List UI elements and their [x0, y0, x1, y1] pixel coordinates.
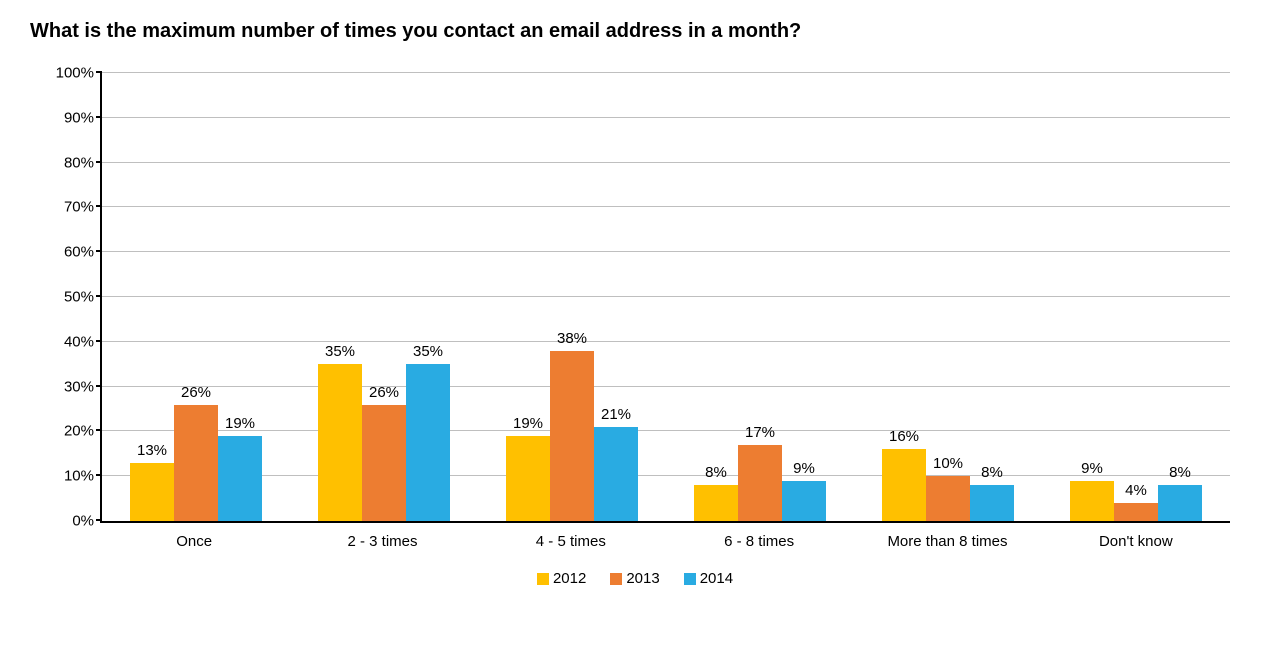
- bar-group: 9%4%8%: [1042, 73, 1230, 521]
- chart-plot: 0%10%20%30%40%50%60%70%80%90%100% 13%26%…: [30, 73, 1240, 587]
- x-axis-label: 4 - 5 times: [477, 523, 665, 550]
- bar: 19%: [218, 436, 262, 521]
- y-tick-label: 70%: [64, 199, 102, 216]
- bars: 13%26%19%: [102, 73, 290, 521]
- bar-value-label: 8%: [705, 464, 727, 481]
- legend-label: 2012: [553, 570, 586, 587]
- legend-label: 2013: [626, 570, 659, 587]
- bar: 9%: [782, 481, 826, 521]
- legend-swatch: [537, 573, 549, 585]
- y-tick-label: 30%: [64, 378, 102, 395]
- bar: 21%: [594, 427, 638, 521]
- x-axis-label: 2 - 3 times: [288, 523, 476, 550]
- bar: 8%: [1158, 485, 1202, 521]
- bars: 9%4%8%: [1042, 73, 1230, 521]
- legend-item: 2014: [684, 570, 733, 587]
- legend: 2012 2013 2014: [30, 570, 1240, 587]
- legend-item: 2013: [610, 570, 659, 587]
- y-tick-label: 90%: [64, 109, 102, 126]
- bar: 8%: [970, 485, 1014, 521]
- bar: 9%: [1070, 481, 1114, 521]
- bar: 38%: [550, 351, 594, 521]
- bars: 19%38%21%: [478, 73, 666, 521]
- bar-value-label: 19%: [225, 415, 255, 432]
- bars: 35%26%35%: [290, 73, 478, 521]
- bar: 16%: [882, 449, 926, 521]
- plot-area: 0%10%20%30%40%50%60%70%80%90%100% 13%26%…: [100, 73, 1230, 523]
- x-axis-labels: Once2 - 3 times4 - 5 times6 - 8 timesMor…: [100, 523, 1230, 550]
- bar: 17%: [738, 445, 782, 521]
- bar-value-label: 17%: [745, 424, 775, 441]
- bar-value-label: 4%: [1125, 482, 1147, 499]
- bar-value-label: 35%: [413, 343, 443, 360]
- x-axis-label: Once: [100, 523, 288, 550]
- y-tick-label: 10%: [64, 468, 102, 485]
- y-tick-label: 0%: [72, 513, 102, 530]
- bar-value-label: 8%: [1169, 464, 1191, 481]
- chart-container: What is the maximum number of times you …: [30, 20, 1240, 587]
- y-tick-label: 20%: [64, 423, 102, 440]
- bar-group: 19%38%21%: [478, 73, 666, 521]
- bar-value-label: 8%: [981, 464, 1003, 481]
- chart-title: What is the maximum number of times you …: [30, 20, 1240, 43]
- bar-group: 8%17%9%: [666, 73, 854, 521]
- bar-value-label: 26%: [181, 384, 211, 401]
- bar: 26%: [362, 405, 406, 521]
- x-axis-label: 6 - 8 times: [665, 523, 853, 550]
- bar-group: 16%10%8%: [854, 73, 1042, 521]
- bar: 13%: [130, 463, 174, 521]
- y-tick-label: 50%: [64, 289, 102, 306]
- bar-group: 35%26%35%: [290, 73, 478, 521]
- bar-value-label: 13%: [137, 442, 167, 459]
- bar-value-label: 10%: [933, 455, 963, 472]
- bar: 4%: [1114, 503, 1158, 521]
- x-axis-label: Don't know: [1042, 523, 1230, 550]
- legend-swatch: [684, 573, 696, 585]
- bars: 16%10%8%: [854, 73, 1042, 521]
- bar-value-label: 9%: [793, 460, 815, 477]
- bar-value-label: 38%: [557, 330, 587, 347]
- y-tick-label: 40%: [64, 333, 102, 350]
- bar: 26%: [174, 405, 218, 521]
- bar-value-label: 19%: [513, 415, 543, 432]
- legend-label: 2014: [700, 570, 733, 587]
- bar: 19%: [506, 436, 550, 521]
- x-axis-label: More than 8 times: [853, 523, 1041, 550]
- bar-value-label: 9%: [1081, 460, 1103, 477]
- bar-value-label: 35%: [325, 343, 355, 360]
- bar: 35%: [318, 364, 362, 521]
- y-tick-label: 100%: [56, 65, 102, 82]
- bars: 8%17%9%: [666, 73, 854, 521]
- bar: 8%: [694, 485, 738, 521]
- bar-groups: 13%26%19%35%26%35%19%38%21%8%17%9%16%10%…: [102, 73, 1230, 521]
- bar-value-label: 16%: [889, 428, 919, 445]
- bar: 10%: [926, 476, 970, 521]
- bar-value-label: 26%: [369, 384, 399, 401]
- bar: 35%: [406, 364, 450, 521]
- y-tick-label: 80%: [64, 154, 102, 171]
- y-tick-label: 60%: [64, 244, 102, 261]
- bar-value-label: 21%: [601, 406, 631, 423]
- bar-group: 13%26%19%: [102, 73, 290, 521]
- legend-swatch: [610, 573, 622, 585]
- legend-item: 2012: [537, 570, 586, 587]
